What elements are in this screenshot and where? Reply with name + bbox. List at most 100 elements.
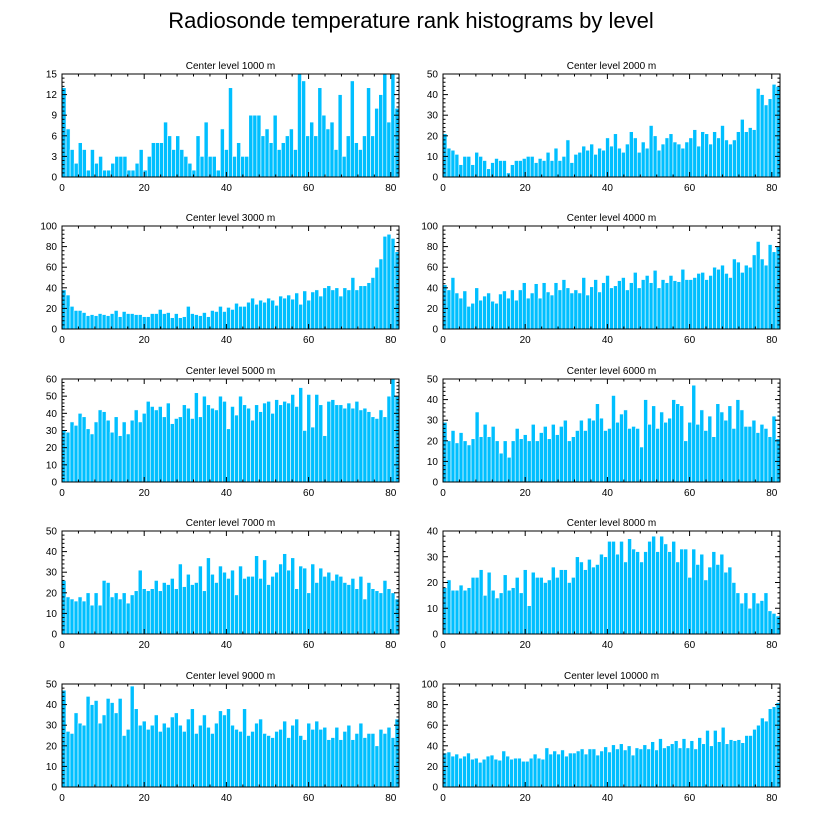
- histogram-bar: [146, 156, 152, 178]
- histogram-bar: [266, 297, 271, 330]
- histogram-bar: [85, 696, 91, 788]
- histogram-bar: [89, 433, 95, 483]
- histogram-bar: [113, 712, 119, 788]
- histogram-panel: Center level 1000 m 0 20 40 60 80 0 3 6 9 12 15: [46, 61, 400, 194]
- y-tick-label: 20: [46, 588, 58, 599]
- histogram-bar: [187, 162, 193, 178]
- histogram-bar: [533, 162, 539, 178]
- histogram-bar: [109, 702, 115, 788]
- histogram-bar: [751, 129, 757, 178]
- histogram-bar: [587, 559, 592, 635]
- histogram-bar: [474, 411, 480, 483]
- histogram-bar: [65, 431, 71, 483]
- histogram-bar: [654, 749, 659, 788]
- histogram-bar: [318, 295, 324, 330]
- histogram-bar: [182, 731, 187, 788]
- histogram-bar: [699, 553, 705, 635]
- histogram-bar: [69, 306, 75, 330]
- y-tick-label: 100: [421, 222, 438, 233]
- histogram-bar: [321, 114, 327, 178]
- histogram-bar: [346, 289, 352, 330]
- histogram-bar: [462, 589, 468, 635]
- histogram-bar: [685, 747, 691, 788]
- histogram-bar: [250, 297, 255, 330]
- histogram-bar: [619, 743, 624, 788]
- histogram-bar: [509, 758, 514, 788]
- histogram-bar: [672, 141, 678, 178]
- histogram-bar: [621, 151, 626, 178]
- x-tick-label: 20: [139, 183, 151, 194]
- histogram-bar: [133, 409, 139, 483]
- histogram-bar: [125, 433, 131, 483]
- histogram-bar: [563, 569, 568, 635]
- histogram-bar: [278, 404, 283, 483]
- histogram-bar: [636, 287, 642, 330]
- x-tick-label: 0: [59, 793, 65, 804]
- x-tick-label: 0: [59, 183, 65, 194]
- histogram-bar: [744, 735, 749, 788]
- histogram-bar: [716, 741, 722, 788]
- histogram-panel: Center level 10000 m 0 20 40 60 80 0 20 40 60 80 10…: [421, 671, 781, 804]
- histogram-bar: [77, 413, 83, 483]
- histogram-bar: [298, 735, 304, 788]
- histogram-bar: [462, 440, 468, 483]
- histogram-bar: [708, 143, 713, 178]
- histogram-bar: [740, 742, 746, 788]
- histogram-bar: [502, 574, 508, 635]
- histogram-bar: [290, 394, 295, 483]
- histogram-bar: [679, 405, 685, 483]
- histogram-bar: [113, 310, 119, 330]
- histogram-bar: [553, 147, 559, 178]
- histogram-bar: [178, 317, 183, 330]
- histogram-bar: [77, 596, 83, 635]
- histogram-bar: [454, 292, 460, 330]
- histogram-bar: [603, 430, 608, 483]
- histogram-bar: [141, 720, 147, 788]
- histogram-bar: [466, 444, 472, 483]
- histogram-bar: [362, 598, 368, 635]
- histogram-bar: [358, 576, 364, 635]
- histogram-bar: [607, 428, 612, 483]
- histogram-bar: [89, 604, 95, 635]
- histogram-bar: [489, 754, 495, 788]
- histogram-bar: [145, 729, 151, 788]
- histogram-bar: [569, 162, 575, 178]
- histogram-bar: [575, 430, 580, 483]
- histogram-bar: [619, 413, 624, 483]
- histogram-bar: [510, 587, 516, 635]
- histogram-bar: [526, 440, 532, 483]
- histogram-bar: [170, 317, 175, 330]
- histogram-bar: [166, 726, 171, 788]
- histogram-bar: [298, 303, 304, 330]
- histogram-bar: [723, 419, 729, 483]
- histogram-bar: [260, 135, 266, 178]
- histogram-bar: [640, 279, 646, 330]
- histogram-bar: [755, 241, 761, 330]
- histogram-bar: [238, 306, 243, 330]
- histogram-bar: [133, 708, 139, 788]
- histogram-bar: [763, 428, 769, 483]
- histogram-bar: [736, 261, 741, 330]
- histogram-bar: [477, 761, 483, 788]
- histogram-bar: [362, 407, 368, 483]
- histogram-bar: [246, 735, 251, 788]
- histogram-bar: [186, 306, 191, 330]
- histogram-bar: [506, 297, 511, 330]
- x-tick-label: 40: [221, 335, 233, 346]
- histogram-bar: [545, 291, 551, 330]
- histogram-bar: [759, 424, 765, 483]
- histogram-bar: [109, 431, 115, 483]
- x-tick-label: 60: [303, 488, 315, 499]
- histogram-bar: [386, 588, 392, 635]
- x-tick-label: 80: [385, 640, 397, 651]
- histogram-bar: [573, 154, 579, 178]
- histogram-bar: [82, 149, 87, 178]
- histogram-bar: [129, 419, 135, 483]
- histogram-bar: [613, 285, 618, 330]
- histogram-bar: [270, 576, 275, 635]
- histogram-bar: [179, 149, 185, 178]
- histogram-bar: [549, 160, 555, 178]
- histogram-bar: [446, 289, 452, 330]
- histogram-bar: [69, 598, 75, 635]
